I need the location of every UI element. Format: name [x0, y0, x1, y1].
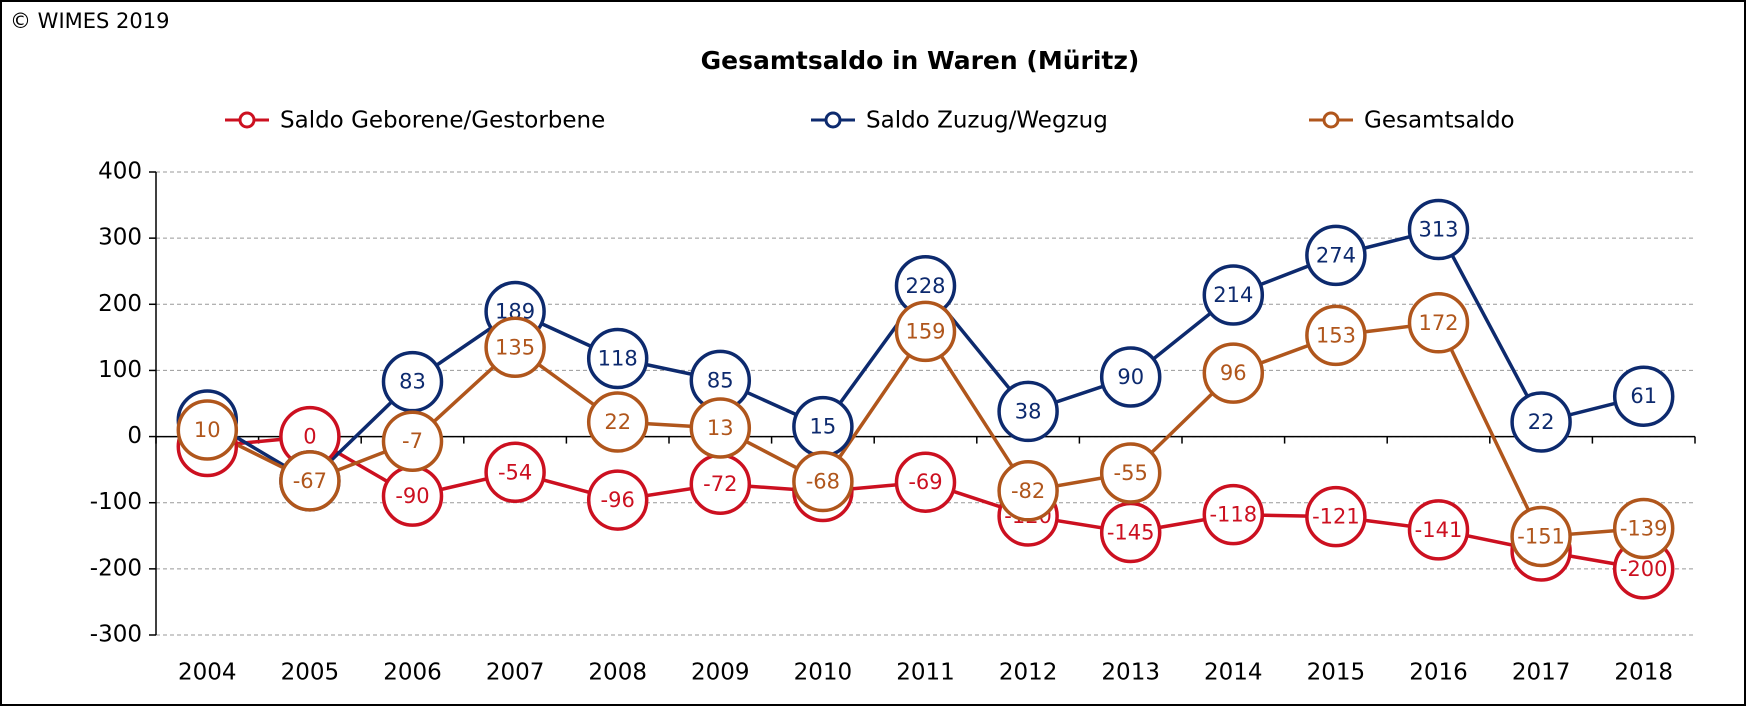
point	[1407, 292, 1470, 354]
y-tick-label: 200	[98, 291, 142, 317]
data-label: 38	[1015, 399, 1042, 423]
data-label: -69	[908, 470, 942, 494]
point	[1202, 342, 1265, 404]
data-label: 135	[495, 335, 535, 359]
point	[484, 441, 546, 504]
x-tick-label: 2004	[178, 660, 237, 686]
point	[792, 450, 854, 513]
legend-label: Saldo Geborene/Gestorbene	[280, 108, 605, 134]
point	[1099, 346, 1162, 408]
data-label: -90	[395, 484, 429, 508]
point	[997, 380, 1059, 443]
data-label: 85	[707, 368, 734, 392]
y-tick-label: 0	[127, 423, 142, 449]
data-label: 90	[1117, 365, 1144, 389]
x-tick-label: 2005	[281, 660, 340, 686]
point	[1510, 391, 1572, 453]
y-tick-label: -300	[90, 622, 142, 648]
data-label: -118	[1209, 503, 1257, 527]
point	[279, 450, 341, 512]
y-tick-label: 100	[98, 357, 142, 383]
data-label: -145	[1107, 520, 1155, 544]
data-label: 83	[399, 370, 426, 394]
data-label: 61	[1630, 384, 1657, 408]
x-tick-label: 2017	[1512, 660, 1571, 686]
data-label: -200	[1620, 557, 1668, 581]
point	[586, 327, 649, 390]
point	[997, 460, 1059, 522]
point	[1305, 485, 1367, 548]
x-tick-label: 2012	[999, 660, 1058, 686]
data-label: 228	[905, 274, 945, 298]
point	[689, 397, 752, 459]
data-label: 214	[1213, 283, 1253, 307]
data-label: 96	[1220, 361, 1247, 385]
point	[484, 316, 546, 379]
legend-marker	[238, 111, 256, 129]
y-tick-label: 400	[98, 159, 142, 185]
data-label: 0	[303, 425, 316, 449]
point	[176, 399, 239, 461]
point	[1099, 442, 1162, 504]
y-tick-label: 300	[98, 225, 142, 251]
data-label: 313	[1418, 218, 1458, 242]
chart-title: Gesamtsaldo in Waren (Müritz)	[701, 46, 1140, 75]
x-tick-label: 2013	[1101, 660, 1160, 686]
point	[894, 300, 957, 363]
data-label: -67	[293, 469, 327, 493]
point	[894, 451, 957, 513]
x-tick-label: 2016	[1409, 660, 1468, 686]
data-label: 22	[604, 410, 631, 434]
point	[586, 469, 649, 531]
data-label: -96	[601, 488, 635, 512]
legend-marker	[1322, 111, 1340, 129]
x-tick-label: 2018	[1614, 660, 1673, 686]
data-label: -141	[1415, 518, 1463, 542]
data-label: -82	[1011, 479, 1045, 503]
y-tick-label: -200	[90, 555, 142, 581]
credit: © WIMES 2019	[10, 9, 169, 33]
data-label: -121	[1312, 505, 1360, 529]
point	[381, 410, 444, 472]
data-label: -55	[1114, 461, 1148, 485]
point	[1305, 224, 1367, 287]
point	[1202, 264, 1265, 326]
x-tick-label: 2007	[486, 660, 545, 686]
x-tick-label: 2006	[383, 660, 442, 686]
y-tick-label: -100	[90, 489, 142, 515]
x-tick-label: 2014	[1204, 660, 1263, 686]
data-label: 274	[1316, 243, 1356, 267]
data-label: -7	[402, 429, 423, 453]
data-label: -72	[703, 472, 737, 496]
data-label: 15	[810, 415, 837, 439]
legend-label: Gesamtsaldo	[1364, 108, 1515, 134]
x-tick-label: 2011	[896, 660, 955, 686]
point	[1407, 499, 1470, 561]
data-label: 22	[1528, 410, 1555, 434]
x-tick-label: 2008	[588, 660, 647, 686]
legend-marker	[824, 111, 842, 129]
x-tick-label: 2015	[1307, 660, 1366, 686]
data-label: 153	[1316, 323, 1356, 347]
point	[1202, 483, 1265, 546]
data-label: 159	[905, 319, 945, 343]
data-label: 10	[194, 418, 221, 442]
data-label: -139	[1620, 517, 1668, 541]
point	[1510, 505, 1572, 568]
point	[1407, 198, 1470, 261]
point	[1612, 497, 1675, 560]
point	[1305, 304, 1367, 367]
data-label: -151	[1517, 524, 1565, 548]
x-tick-label: 2010	[794, 660, 853, 686]
point	[586, 391, 649, 453]
data-label: -68	[806, 470, 840, 494]
point	[1612, 365, 1675, 427]
x-tick-label: 2009	[691, 660, 750, 686]
data-label: 172	[1418, 311, 1458, 335]
data-label: -54	[498, 460, 532, 484]
data-label: 13	[707, 416, 734, 440]
data-label: 118	[598, 347, 638, 371]
legend-label: Saldo Zuzug/Wegzug	[866, 108, 1108, 134]
